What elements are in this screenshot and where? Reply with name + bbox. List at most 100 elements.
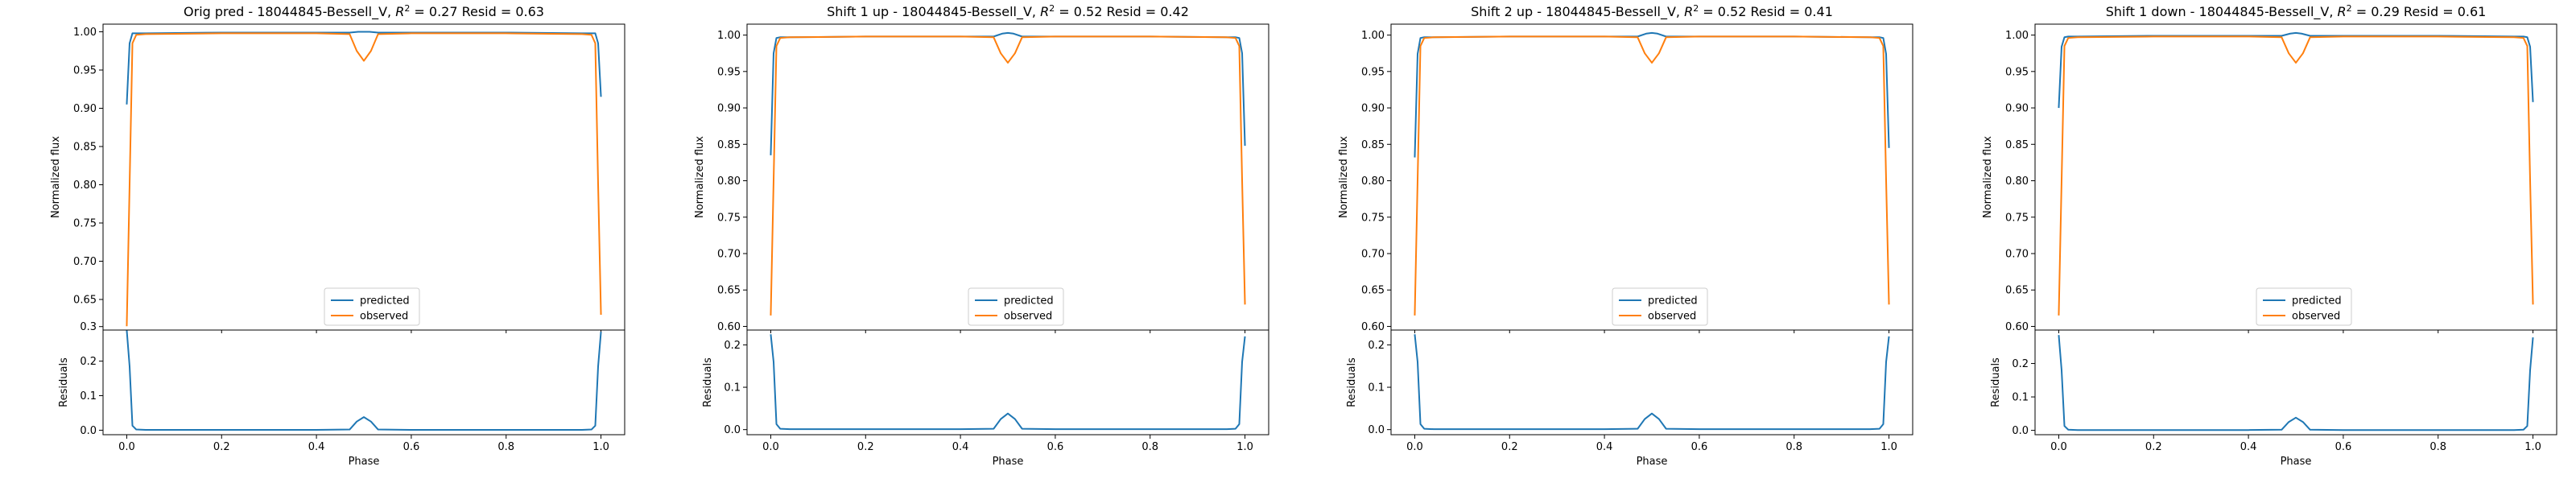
chart-title-suffix: = 0.29 Resid = 0.61 bbox=[2352, 4, 2487, 19]
residuals-xtick-label: 0.2 bbox=[2145, 441, 2162, 453]
residuals-series bbox=[126, 329, 602, 431]
flux-ytick-label: 0.95 bbox=[717, 66, 741, 78]
residuals-xtick-label: 0.8 bbox=[2429, 441, 2446, 453]
residuals-ytick-label: 0.2 bbox=[1368, 340, 1385, 352]
flux-ytick-label: 1.00 bbox=[73, 27, 97, 39]
chart-title-r: R bbox=[395, 4, 404, 19]
residuals-xlabel: Phase bbox=[349, 456, 380, 468]
residuals-xtick-label: 1.0 bbox=[1236, 441, 1253, 453]
residuals-ytick-label: 0.2 bbox=[80, 356, 97, 368]
residuals-xtick-label: 0.6 bbox=[1047, 441, 1064, 453]
flux-ytick-label: 0.75 bbox=[1361, 212, 1385, 224]
chart-panel-0: Orig pred - 18044845-Bessell_V, R2 = 0.2… bbox=[50, 3, 625, 468]
flux-ytick-label: 0.75 bbox=[73, 218, 97, 230]
flux-ytick-label: 0.60 bbox=[1361, 321, 1385, 333]
chart-title-r: R bbox=[1040, 4, 1049, 19]
legend-label-predicted: predicted bbox=[1004, 295, 1054, 308]
flux-ylabel: Normalized flux bbox=[1338, 136, 1350, 218]
flux-ytick-label: 0.75 bbox=[2005, 212, 2029, 224]
flux-ytick-label: 0.60 bbox=[2005, 321, 2029, 333]
residuals-ytick-label: 0.1 bbox=[2012, 392, 2029, 404]
flux-series-observed bbox=[770, 35, 1246, 316]
flux-ytick-label: 0.90 bbox=[73, 103, 97, 115]
chart-title-superscript: 2 bbox=[2347, 3, 2352, 14]
residuals-xtick-label: 0.4 bbox=[2240, 441, 2257, 453]
residuals-ytick-label: 0.0 bbox=[80, 425, 97, 437]
residuals-xtick-label: 0.4 bbox=[952, 441, 969, 453]
flux-ytick-label: 0.85 bbox=[717, 139, 741, 151]
residuals-ytick-label: 0.1 bbox=[80, 390, 97, 402]
flux-ytick-label: 0.80 bbox=[1361, 175, 1385, 188]
residuals-ylabel: Residuals bbox=[1346, 357, 1358, 407]
residuals-xlabel: Phase bbox=[1637, 456, 1668, 468]
residuals-xtick-label: 0.6 bbox=[403, 441, 420, 453]
residuals-xtick-label: 1.0 bbox=[592, 441, 609, 453]
residuals-axes-frame bbox=[2034, 329, 2557, 436]
legend-label-observed: observed bbox=[1004, 311, 1052, 323]
legend-label-observed: observed bbox=[1648, 311, 1696, 323]
flux-ylabel: Normalized flux bbox=[50, 136, 62, 218]
chart-title: Shift 1 up - 18044845-Bessell_V, R2 = 0.… bbox=[827, 3, 1189, 20]
residuals-ytick-label: 0.1 bbox=[724, 382, 741, 394]
flux-ytick-label: 0.85 bbox=[1361, 139, 1385, 151]
flux-ytick-label: 0.95 bbox=[73, 65, 97, 77]
flux-series-observed bbox=[2058, 35, 2534, 316]
legend-label-observed: observed bbox=[360, 311, 408, 323]
residuals-xtick-label: 0.0 bbox=[2050, 441, 2067, 453]
residuals-xtick-label: 0.0 bbox=[118, 441, 135, 453]
chart-title-superscript: 2 bbox=[404, 3, 410, 14]
chart-panel-3: Shift 1 down - 18044845-Bessell_V, R2 = … bbox=[1982, 3, 2557, 468]
flux-ytick-label: 0.70 bbox=[1361, 249, 1385, 261]
flux-ytick-label: 0.90 bbox=[717, 103, 741, 115]
flux-ylabel: Normalized flux bbox=[694, 136, 706, 218]
flux-ytick-label: 0.65 bbox=[73, 295, 97, 307]
flux-ytick-label: 0.85 bbox=[73, 142, 97, 154]
flux-series-observed bbox=[1414, 35, 1890, 316]
flux-series-observed bbox=[126, 32, 602, 327]
legend: predicted observed bbox=[324, 287, 420, 326]
chart-title-prefix: Orig pred - 18044845-Bessell_V, bbox=[184, 4, 395, 20]
legend-label-predicted: predicted bbox=[360, 295, 410, 308]
flux-ytick-label: 0.70 bbox=[2005, 249, 2029, 261]
residuals-xtick-label: 0.2 bbox=[857, 441, 874, 453]
residuals-xtick-label: 0.8 bbox=[497, 441, 514, 453]
residuals-ytick-label: 0.0 bbox=[724, 424, 741, 436]
flux-ytick-label: 0.60 bbox=[717, 321, 741, 333]
chart-title-suffix: = 0.52 Resid = 0.42 bbox=[1055, 4, 1189, 19]
residuals-ylabel: Residuals bbox=[58, 357, 70, 407]
residuals-axes-frame bbox=[1390, 329, 1913, 436]
residuals-xtick-label: 0.2 bbox=[213, 441, 230, 453]
residuals-xtick-label: 0.8 bbox=[1141, 441, 1158, 453]
flux-ytick-label: 0.65 bbox=[2005, 285, 2029, 297]
residuals-ytick-label: 0.1 bbox=[1368, 382, 1385, 394]
chart-title-superscript: 2 bbox=[1049, 3, 1055, 14]
legend: predicted observed bbox=[1612, 287, 1708, 326]
flux-ytick-label: 0.80 bbox=[73, 180, 97, 192]
legend-label-predicted: predicted bbox=[1648, 295, 1698, 308]
residuals-xtick-label: 0.6 bbox=[1691, 441, 1708, 453]
residuals-xtick-label: 0.4 bbox=[1596, 441, 1613, 453]
flux-ytick-label: 0.70 bbox=[717, 249, 741, 261]
legend-label-observed: observed bbox=[2292, 311, 2340, 323]
residuals-xtick-label: 0.0 bbox=[762, 441, 779, 453]
chart-title-prefix: Shift 1 down - 18044845-Bessell_V, bbox=[2106, 4, 2338, 20]
flux-series-predicted bbox=[2058, 31, 2534, 109]
residuals-ytick-label: 0.3 bbox=[80, 321, 97, 333]
flux-series-predicted bbox=[126, 31, 602, 105]
residuals-axes-frame bbox=[102, 329, 625, 436]
residuals-xlabel: Phase bbox=[993, 456, 1024, 468]
flux-ytick-label: 1.00 bbox=[2005, 30, 2029, 42]
flux-ytick-label: 0.80 bbox=[717, 175, 741, 188]
flux-ytick-label: 1.00 bbox=[1361, 30, 1385, 42]
flux-ytick-label: 0.95 bbox=[1361, 66, 1385, 78]
residuals-series bbox=[2058, 335, 2534, 431]
flux-ytick-label: 0.65 bbox=[717, 285, 741, 297]
flux-ytick-label: 0.70 bbox=[73, 256, 97, 268]
chart-title-suffix: = 0.27 Resid = 0.63 bbox=[410, 4, 544, 19]
residuals-ytick-label: 0.0 bbox=[1368, 424, 1385, 436]
legend-label-predicted: predicted bbox=[2292, 295, 2342, 308]
residuals-xtick-label: 1.0 bbox=[2524, 441, 2541, 453]
chart-title: Shift 2 up - 18044845-Bessell_V, R2 = 0.… bbox=[1471, 3, 1833, 20]
residuals-ytick-label: 0.2 bbox=[2012, 358, 2029, 370]
